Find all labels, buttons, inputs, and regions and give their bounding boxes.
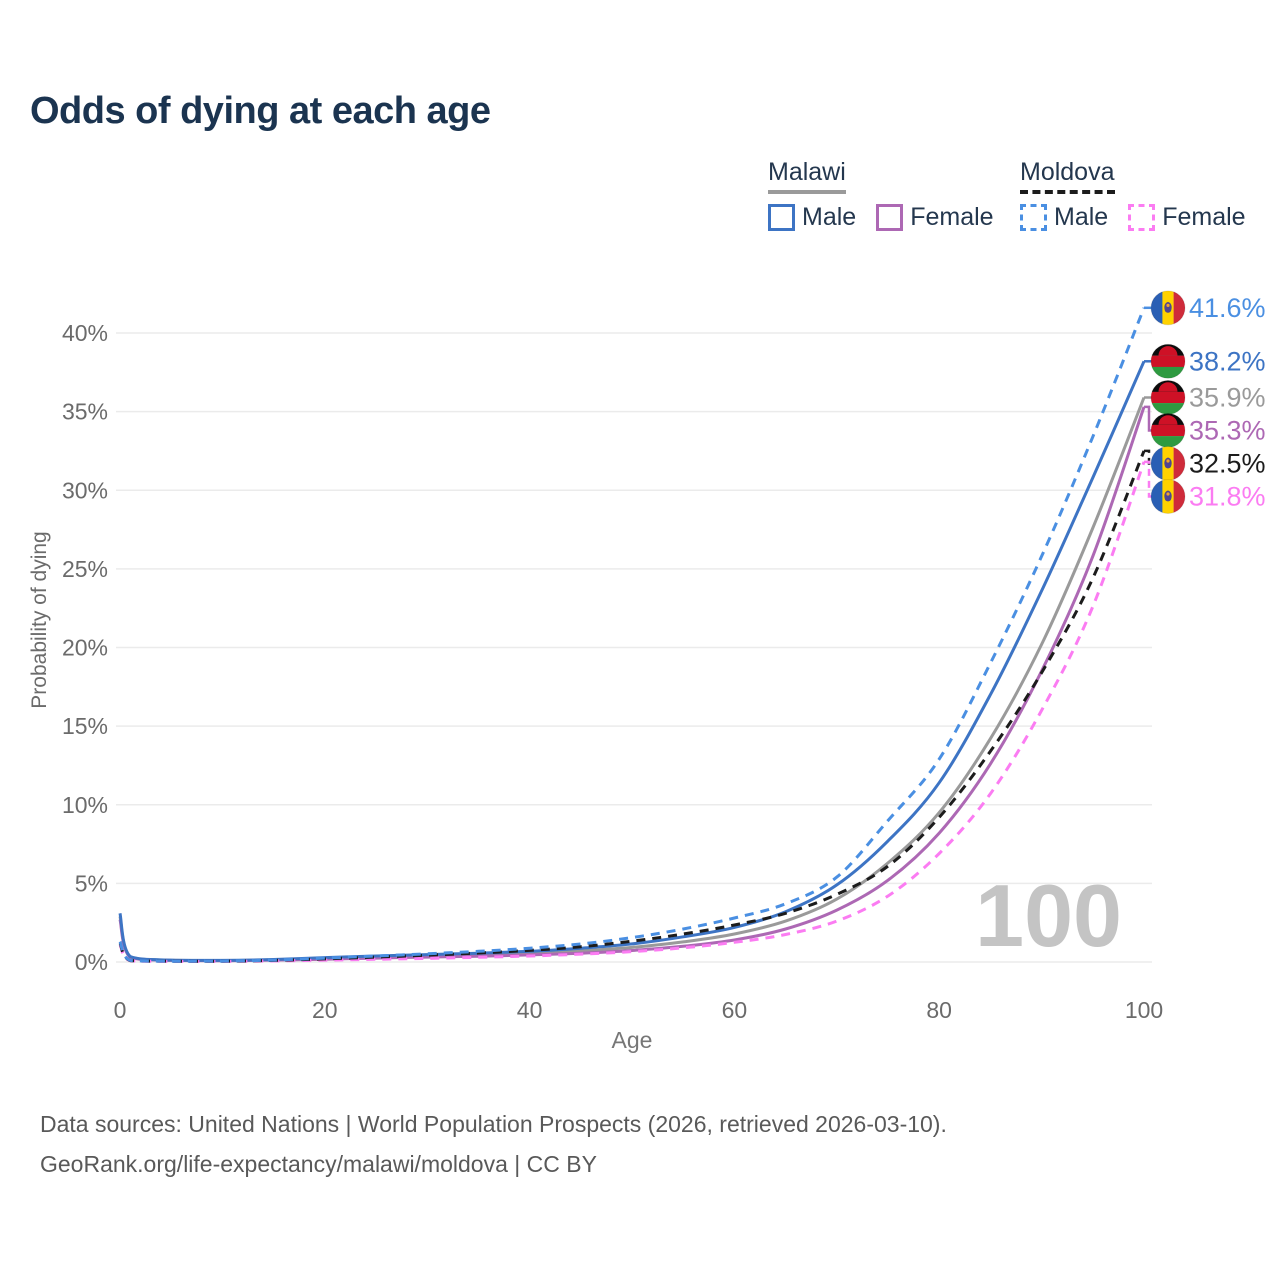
end-label-value-moldova_both: 32.5% <box>1189 448 1266 478</box>
legend-country-malawi: Malawi <box>768 158 846 194</box>
malawi-flag-icon <box>1150 379 1186 415</box>
end-label-value-malawi_both: 35.9% <box>1189 382 1266 412</box>
chart-footer: Data sources: United Nations | World Pop… <box>40 1104 947 1184</box>
y-tick-label-10: 10% <box>62 792 108 818</box>
y-tick-label-35: 35% <box>62 399 108 425</box>
attribution-line: GeoRank.org/life-expectancy/malawi/moldo… <box>40 1151 597 1177</box>
end-label-value-malawi_male: 38.2% <box>1189 346 1266 376</box>
legend-item-moldova-male[interactable]: Male <box>1020 203 1108 232</box>
y-tick-label-40: 40% <box>62 320 108 346</box>
end-label-value-malawi_female: 35.3% <box>1189 415 1266 445</box>
x-tick-label-40: 40 <box>517 997 543 1023</box>
moldova-flag-icon <box>1150 478 1186 514</box>
end-label-connector-malawi_female <box>1144 405 1153 432</box>
data-sources-line: Data sources: United Nations | World Pop… <box>40 1111 947 1137</box>
x-tick-label-0: 0 <box>114 997 127 1023</box>
legend-group-moldova: Moldova Male Female <box>1020 158 1266 232</box>
y-tick-label-5: 5% <box>75 870 108 896</box>
age-counter-watermark: 100 <box>975 866 1122 965</box>
page-title: Odds of dying at each age <box>30 90 491 132</box>
end-label-value-moldova_female: 31.8% <box>1189 481 1266 511</box>
legend-label-malawi-male: Male <box>802 203 857 231</box>
moldova-flag-icon <box>1150 290 1186 326</box>
y-tick-label-0: 0% <box>75 949 108 975</box>
legend-swatch-malawi-male <box>768 204 795 231</box>
series-malawi_male-line <box>118 360 1146 962</box>
series-moldova_male-line <box>118 307 1146 963</box>
end-label-value-moldova_male: 41.6% <box>1189 293 1266 323</box>
y-tick-label-30: 30% <box>62 477 108 503</box>
malawi-flag-icon <box>1150 343 1186 379</box>
legend-country-moldova: Moldova <box>1020 158 1115 194</box>
y-tick-label-25: 25% <box>62 556 108 582</box>
legend-item-malawi-female[interactable]: Female <box>876 203 994 232</box>
legend-item-malawi-male[interactable]: Male <box>768 203 856 232</box>
x-tick-label-80: 80 <box>926 997 952 1023</box>
legend-swatch-moldova-male <box>1020 204 1047 231</box>
legend-group-malawi: Malawi Male Female <box>768 158 1014 232</box>
legend-label-malawi-female: Female <box>910 203 994 231</box>
end-label-connector-moldova_female <box>1144 460 1153 498</box>
legend-swatch-malawi-female <box>876 204 904 231</box>
x-axis-title: Age <box>612 1027 653 1053</box>
y-tick-label-15: 15% <box>62 713 108 739</box>
legend-swatch-moldova-female <box>1128 204 1156 231</box>
x-tick-label-100: 100 <box>1125 997 1163 1023</box>
y-axis-title: Probability of dying <box>28 531 51 708</box>
x-tick-label-20: 20 <box>312 997 338 1023</box>
legend-label-moldova-female: Female <box>1162 203 1246 231</box>
moldova-flag-icon <box>1150 445 1186 481</box>
malawi-flag-icon <box>1150 412 1186 448</box>
end-label-connector-moldova_both <box>1144 449 1153 465</box>
line-chart: 0% 5% 10% 15% 20% 25% 30% 35% 40% 0 20 40 60 80 100 Age… <box>28 290 1266 1053</box>
y-tick-label-20: 20% <box>62 635 108 661</box>
x-tick-label-60: 60 <box>722 997 748 1023</box>
legend-label-moldova-male: Male <box>1054 203 1109 231</box>
legend-item-moldova-female[interactable]: Female <box>1128 203 1246 232</box>
